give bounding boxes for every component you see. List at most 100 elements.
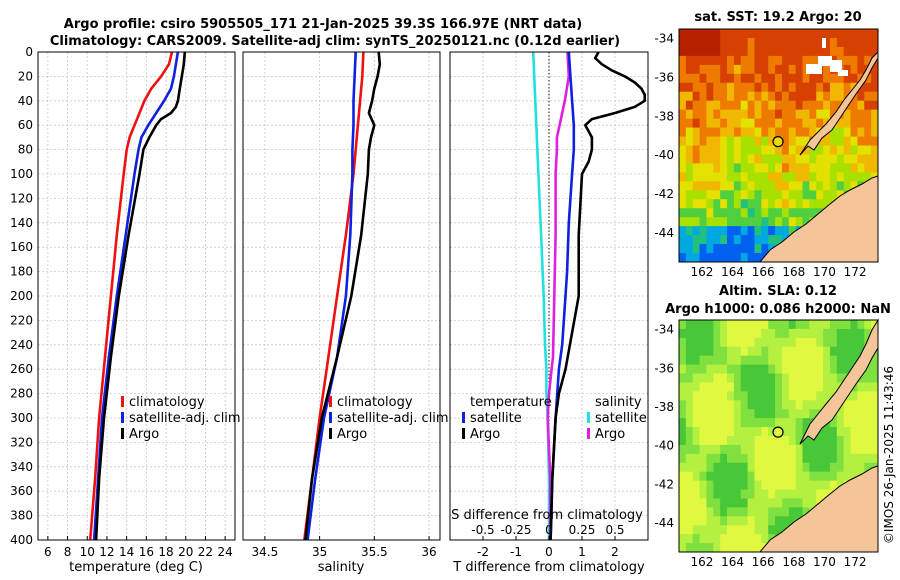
- map-cell: [733, 355, 742, 366]
- map-cell: [727, 46, 735, 57]
- map-cell: [699, 543, 707, 553]
- map-cell: [740, 199, 749, 209]
- map-cell: [685, 109, 694, 120]
- map-cell: [857, 55, 865, 66]
- latitude-tick-label: -40: [654, 439, 674, 453]
- map-cell: [685, 190, 694, 200]
- map-cell: [713, 507, 721, 517]
- map-cell: [829, 436, 838, 446]
- map-cell: [788, 382, 797, 392]
- map-cell: [781, 355, 790, 366]
- x-tick-label: 12: [99, 545, 114, 559]
- legend-swatch-t-argo: [462, 428, 465, 439]
- map-cell: [829, 46, 838, 57]
- map-cell: [809, 400, 817, 410]
- map-cell: [740, 320, 749, 330]
- map-cell: [747, 489, 755, 499]
- map-cell: [850, 154, 858, 164]
- map-cell: [692, 127, 701, 138]
- map-cell: [713, 163, 721, 173]
- map-cell: [713, 109, 721, 120]
- map-cell: [850, 320, 858, 330]
- series-s-argo: [546, 52, 571, 540]
- map-cell: [747, 136, 755, 146]
- map-cell: [829, 154, 838, 164]
- s-difference-tick-label: 0.5: [605, 523, 624, 537]
- map-cell: [747, 253, 755, 263]
- map-cell: [685, 427, 694, 437]
- map-cell: [788, 73, 797, 84]
- map-cell: [740, 328, 749, 339]
- map-cell: [836, 127, 845, 138]
- map-cell: [727, 253, 735, 263]
- map-cell: [706, 409, 714, 419]
- x-tick-label: 6: [44, 545, 52, 559]
- map-cell: [692, 320, 701, 330]
- map-cell: [720, 337, 728, 348]
- map-cell: [809, 489, 817, 499]
- map-cell: [733, 172, 742, 182]
- map-cell: [768, 29, 776, 39]
- map-cell: [843, 364, 852, 375]
- map-cell: [747, 244, 755, 254]
- map-cell: [836, 136, 845, 146]
- map-cell: [775, 37, 783, 48]
- map-cell: [733, 418, 742, 428]
- map-cell: [829, 462, 838, 473]
- map-cell: [843, 127, 852, 138]
- map-cell: [747, 82, 755, 93]
- map-cell: [788, 516, 797, 526]
- map-cell: [802, 181, 810, 191]
- map-cell: [692, 355, 701, 366]
- map-cell: [720, 427, 728, 437]
- map-cell: [788, 373, 797, 383]
- map-cell: [754, 507, 762, 517]
- map-cell: [857, 154, 865, 164]
- map-cell: [795, 489, 804, 499]
- map-cell: [850, 46, 858, 57]
- map-cell: [823, 91, 831, 102]
- map-cell: [809, 82, 817, 93]
- map-cell: [802, 373, 810, 383]
- depth-tick-label: 400: [10, 533, 33, 547]
- map-cell: [788, 436, 797, 446]
- map-cell: [857, 418, 865, 428]
- map-cell: [809, 181, 817, 191]
- map-cell: [788, 199, 797, 209]
- map-cell: [843, 82, 852, 93]
- legend-swatch-s-argo: [587, 428, 590, 439]
- map-cell: [781, 471, 790, 482]
- map-cell: [740, 244, 749, 254]
- depth-tick-label: 20: [18, 69, 33, 83]
- longitude-tick-label: 164: [721, 555, 744, 569]
- map-cell: [850, 409, 858, 419]
- map-cell: [733, 217, 742, 227]
- map-cell: [720, 163, 728, 173]
- map-cell: [699, 226, 707, 236]
- map-cell: [864, 453, 872, 464]
- map-cell: [685, 320, 694, 330]
- map-cell: [685, 208, 694, 218]
- map-cell: [768, 145, 776, 155]
- map-cell: [720, 244, 728, 254]
- map-cell: [823, 373, 831, 383]
- map-cell: [713, 244, 721, 254]
- map-cell: [816, 462, 824, 473]
- map-cell: [692, 409, 701, 419]
- map-cell: [747, 418, 755, 428]
- map-cell: [823, 453, 831, 464]
- map-cell: [850, 37, 858, 48]
- map-cell: [692, 364, 701, 375]
- map-cell: [829, 100, 838, 111]
- map-cell: [829, 136, 838, 146]
- map-cell: [699, 328, 707, 339]
- map-cell: [823, 337, 831, 348]
- map-cell: [720, 37, 728, 48]
- map-cell: [809, 73, 817, 84]
- map-cell: [706, 253, 714, 263]
- map-cell: [850, 100, 858, 111]
- map-cell: [857, 100, 865, 111]
- map-cell: [692, 235, 701, 245]
- map-cell: [692, 436, 701, 446]
- map-cell: [733, 154, 742, 164]
